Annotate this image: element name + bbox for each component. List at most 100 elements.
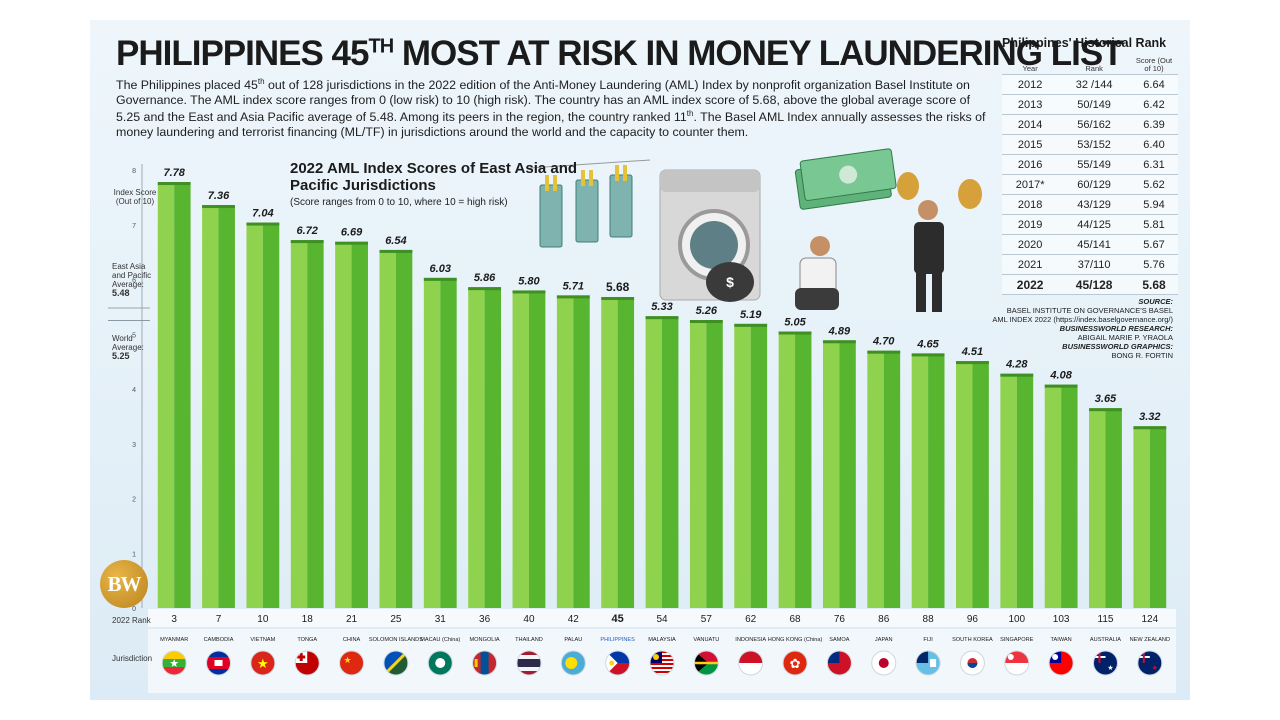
rank-label: 76 (834, 614, 846, 625)
col-score: Score (Out of 10) (1135, 56, 1173, 73)
bar-cap (468, 287, 502, 291)
bar (1044, 384, 1062, 608)
taiwan-flag-icon (1048, 650, 1074, 676)
australia-flag-icon: ★ (1092, 650, 1118, 676)
history-year: 2014 (1002, 114, 1059, 135)
history-rank: 55/149 (1058, 154, 1130, 175)
source-line-1: BASEL INSTITUTE ON GOVERNANCE'S BASEL (1006, 306, 1173, 315)
solomon-islands-flag-icon (383, 650, 409, 676)
jurisdiction-label: MONGOLIA (470, 637, 500, 643)
bar-shade (972, 361, 989, 608)
bar-cap (157, 182, 191, 186)
bar-cap (290, 240, 324, 244)
value-label: 5.80 (518, 275, 540, 287)
bar-cap (689, 320, 723, 324)
bar (734, 323, 751, 608)
history-year: 2017* (1002, 174, 1059, 195)
bar (335, 241, 352, 608)
bar (556, 295, 574, 608)
jurisdiction-label: TAIWAN (1051, 637, 1072, 643)
value-label: 7.36 (208, 190, 230, 202)
rank-label: 88 (923, 614, 935, 625)
jurisdiction-label: MALAYSIA (648, 637, 676, 643)
value-label: 4.65 (916, 338, 939, 350)
rank-label: 36 (479, 614, 491, 625)
rank-label: 25 (390, 614, 402, 625)
history-year: 2022 (1002, 274, 1059, 295)
rank-label: 31 (435, 614, 447, 625)
bar (689, 320, 707, 608)
history-row: 2020 45/141 5.67 (1002, 234, 1178, 255)
history-score: 6.31 (1130, 154, 1178, 175)
rank-label: 103 (1053, 614, 1070, 625)
svg-text:★: ★ (169, 658, 179, 670)
history-row: 2017* 60/129 5.62 (1002, 174, 1178, 195)
value-label: 6.72 (297, 225, 318, 237)
bar-cap (1089, 408, 1122, 412)
value-label: 5.19 (740, 309, 762, 321)
value-label: 4.28 (1005, 359, 1028, 371)
money-laundering-illustration: $ (529, 148, 982, 312)
history-table: Year Rank Score (Out of 10) 2012 32 /144 6… (1002, 56, 1178, 295)
historical-rank-title: Philippines' Historical Rank (1002, 36, 1167, 50)
value-label: 5.33 (651, 301, 672, 313)
bar-cap (246, 222, 280, 226)
rank-label: 42 (568, 614, 580, 625)
history-row: 2016 55/149 6.31 (1002, 154, 1178, 175)
bar-cap (1044, 384, 1078, 388)
bar-cap (423, 277, 457, 281)
bar (911, 353, 929, 608)
bar-shade (1105, 408, 1122, 608)
value-label: 5.86 (474, 272, 496, 284)
bar-shade (395, 249, 413, 608)
bar-shade (662, 316, 679, 608)
mongolia-flag-icon (472, 650, 498, 676)
jurisdiction-label: TONGA (297, 637, 317, 643)
history-year: 2020 (1002, 234, 1059, 255)
rank-label: 3 (171, 614, 177, 625)
rank-label: 62 (745, 614, 757, 625)
rank-label: 115 (1098, 614, 1114, 625)
svg-text:$: $ (726, 274, 734, 290)
jurisdiction-label: PHILIPPINES (600, 637, 635, 643)
rank-row-label: 2022 Rank (112, 616, 151, 625)
svg-text:★: ★ (344, 655, 352, 665)
svg-text:★: ★ (1107, 664, 1113, 672)
jurisdiction-label: MYANMAR (160, 637, 188, 643)
history-score: 5.81 (1130, 214, 1178, 235)
value-label: 5.68 (606, 280, 630, 294)
infographic-card: PHILIPPINES 45TH MOST AT RISK IN MONEY L… (90, 20, 1190, 700)
col-rank: Rank (1085, 64, 1103, 73)
rank-label: 100 (1008, 614, 1025, 625)
value-label: 4.08 (1049, 370, 1072, 382)
chart-subtitle: (Score ranges from 0 to 10, where 10 = h… (290, 197, 508, 208)
bar-shade (351, 241, 368, 608)
bar-shade (262, 222, 280, 608)
source-line-2: AML INDEX 2022 (https://index.baselgover… (992, 315, 1173, 324)
myanmar-flag-icon: ★ (161, 650, 187, 676)
history-rank: 50/149 (1058, 94, 1130, 115)
bar-shade (883, 350, 901, 608)
jurisdiction-label: SINGAPORE (1000, 637, 1034, 643)
bar-shade (440, 277, 457, 608)
bar-cap (335, 241, 368, 245)
intro-paragraph: The Philippines placed 45th out of 128 j… (116, 77, 986, 140)
rank-label: 96 (967, 614, 979, 625)
bar-cap (911, 353, 945, 357)
value-label: 7.04 (252, 208, 273, 220)
bar (246, 222, 263, 608)
value-label: 4.51 (961, 346, 983, 358)
svg-text:★: ★ (257, 656, 269, 671)
chart-title: 2022 AML Index Scores of East Asia and P… (290, 160, 578, 194)
value-label: 5.05 (784, 317, 806, 329)
bar-shade (1149, 426, 1167, 608)
y-tick-label: 8 (132, 168, 136, 175)
bar-shade (750, 323, 768, 608)
rank-label: 10 (257, 614, 269, 625)
bar-cap (556, 295, 590, 299)
bar (601, 297, 618, 608)
rank-label: 18 (302, 614, 314, 625)
history-row: 2018 43/129 5.94 (1002, 194, 1178, 215)
bar-cap (734, 323, 768, 327)
history-rank: 56/162 (1058, 114, 1130, 135)
